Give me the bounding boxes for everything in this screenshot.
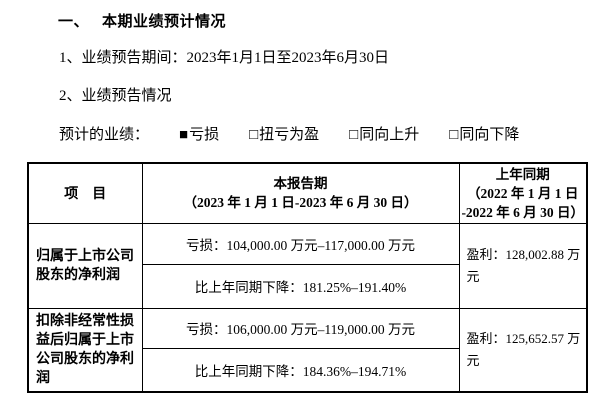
header-current-period-range: （2023 年 1 月 1 日-2023 年 6 月 30 日）	[183, 195, 418, 211]
option-same-direction-up-label: 同向上升	[359, 127, 420, 143]
table-row: 比上年同期下降：184.36%–194.71%	[28, 347, 587, 393]
performance-forecast-table: 项 目 本报告期 （2023 年 1 月 1 日-2023 年 6 月 30 日…	[27, 162, 588, 393]
row-label-deducted-net-profit: 扣除非经常性损益后归属于上市公司股东的净利润	[27, 307, 143, 392]
section-number: 一、	[58, 14, 90, 30]
table-row: 比上年同期下降：181.25%–191.40%	[28, 263, 587, 309]
section-heading: 一、 本期业绩预计情况	[58, 10, 226, 31]
row-label-net-profit: 归属于上市公司股东的净利润	[27, 222, 143, 309]
deducted-net-profit-loss-range-cell: 亏损：106,000.00 万元–119,000.00 万元	[141, 307, 460, 349]
checkbox-unchecked-icon: □	[449, 127, 459, 143]
option-same-direction-down: □同向下降	[449, 127, 519, 143]
forecast-summary-line: 2、业绩预告情况	[59, 88, 172, 104]
option-turnaround: □扭亏为盈	[249, 127, 319, 143]
option-loss-label: 亏损	[189, 127, 220, 143]
forecast-period-line: 1、业绩预告期间：2023年1月1日至2023年6月30日	[59, 50, 390, 66]
checkbox-checked-icon: ■	[179, 127, 189, 143]
header-prior-period-range-end: -2022 年 6 月 30 日）	[461, 204, 585, 220]
net-profit-loss-range-cell: 亏损：104,000.00 万元–117,000.00 万元	[141, 222, 460, 265]
checkbox-unchecked-icon: □	[249, 127, 259, 143]
deducted-net-profit-prior-cell: 盈利：125,652.57 万元	[458, 307, 588, 392]
header-item-column: 项 目	[27, 162, 143, 224]
deducted-net-profit-change-cell: 比上年同期下降：184.36%–194.71%	[141, 347, 460, 393]
expected-results-label: 预计的业绩：	[59, 127, 150, 143]
header-prior-period-title: 上年同期	[495, 166, 550, 182]
table-row: 归属于上市公司股东的净利润 亏损：104,000.00 万元–117,000.0…	[27, 222, 588, 309]
header-prior-period-range-start: （2022 年 1 月 1 日	[467, 185, 579, 201]
header-current-period-column: 本报告期 （2023 年 1 月 1 日-2023 年 6 月 30 日）	[141, 162, 460, 224]
table-header-row: 项 目 本报告期 （2023 年 1 月 1 日-2023 年 6 月 30 日…	[27, 162, 588, 224]
option-loss: ■亏损	[179, 127, 219, 143]
table-row: 扣除非经常性损益后归属于上市公司股东的净利润 亏损：106,000.00 万元–…	[27, 307, 588, 392]
expected-results-line: 预计的业绩： ■亏损 □扭亏为盈 □同向上升 □同向下降	[59, 123, 519, 144]
section-title: 本期业绩预计情况	[102, 14, 227, 30]
net-profit-prior-cell: 盈利：128,002.88 万元	[458, 222, 588, 309]
option-same-direction-down-label: 同向下降	[459, 127, 520, 143]
checkbox-unchecked-icon: □	[349, 127, 359, 143]
header-current-period-title: 本报告期	[273, 176, 328, 192]
option-same-direction-up: □同向上升	[349, 127, 419, 143]
net-profit-change-cell: 比上年同期下降：181.25%–191.40%	[141, 263, 460, 309]
header-prior-period-column: 上年同期 （2022 年 1 月 1 日 -2022 年 6 月 30 日）	[458, 162, 588, 224]
option-turnaround-label: 扭亏为盈	[259, 127, 320, 143]
